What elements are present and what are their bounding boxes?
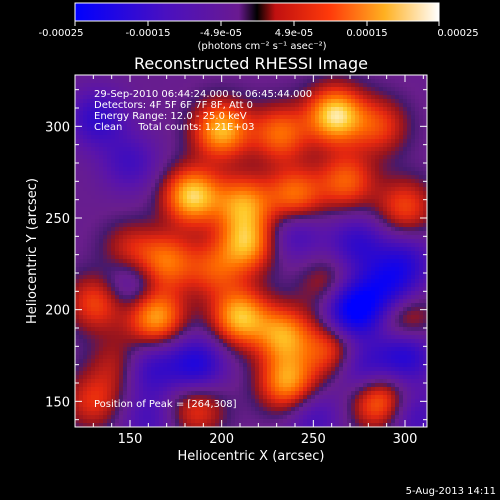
annotation-clean-counts: Clean Total counts: 1.21E+03	[94, 122, 254, 133]
y-tick-label: 200	[45, 304, 70, 319]
annotation-detectors: Detectors: 4F 5F 6F 7F 8F, Att 0	[94, 100, 253, 111]
annotation-time-range: 29-Sep-2010 06:44:24.000 to 06:45:44.000	[94, 89, 312, 100]
x-axis-label: Heliocentric X (arcsec)	[178, 449, 325, 464]
colorbar-ticks	[74, 21, 440, 26]
x-tick-label: 250	[301, 432, 326, 447]
colorbar	[74, 2, 440, 22]
colorbar-tick-label: -4.9e-05	[200, 28, 242, 39]
colorbar-tick-label: 0.00015	[346, 28, 387, 39]
colorbar-unit-label: (photons cm⁻² s⁻¹ asec⁻²)	[197, 41, 326, 52]
annotation-energy-range: Energy Range: 12.0 - 25.0 keV	[94, 111, 247, 122]
x-tick-label: 150	[118, 432, 143, 447]
y-tick-label: 250	[45, 212, 70, 227]
colorbar-tick-label: -0.00015	[126, 28, 171, 39]
chart-title: Reconstructed RHESSI Image	[134, 54, 368, 73]
heatmap-image	[75, 75, 427, 427]
y-axis-label: Heliocentric Y (arcsec)	[25, 178, 40, 324]
heatmap-layer	[75, 75, 427, 427]
y-tick-label: 300	[45, 120, 70, 135]
y-tick-label: 150	[45, 395, 70, 410]
colorbar-tick-label: 0.00025	[437, 28, 478, 39]
axis-ticks	[75, 75, 427, 427]
x-tick-label: 300	[393, 432, 418, 447]
annotation-peak-position: Position of Peak = [264,308]	[94, 399, 237, 410]
colorbar-tick-label: -0.00025	[39, 28, 84, 39]
x-tick-label: 200	[209, 432, 234, 447]
plot-frame	[74, 74, 428, 428]
colorbar-tick-label: 4.9e-05	[275, 28, 313, 39]
timestamp: 5-Aug-2013 14:11	[406, 486, 496, 497]
